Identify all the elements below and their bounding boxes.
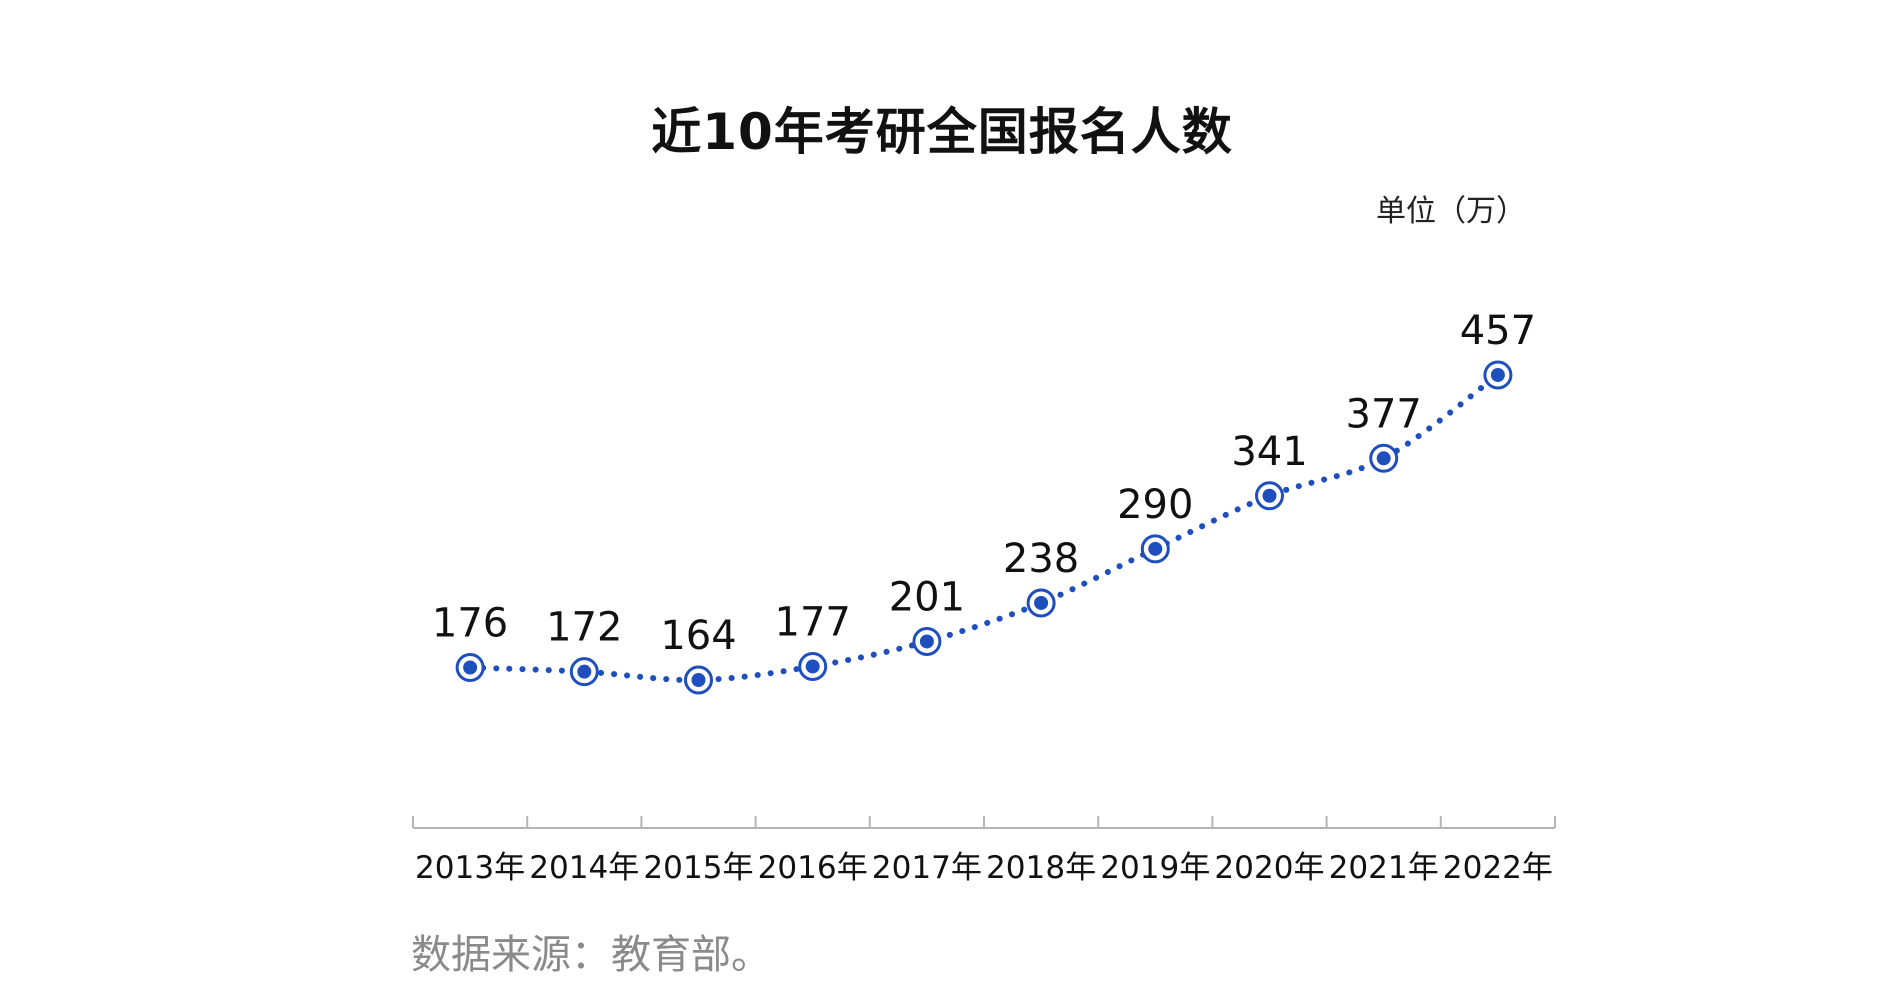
series-line	[467, 372, 1501, 684]
data-point	[1376, 451, 1391, 466]
data-point	[1148, 541, 1163, 556]
x-tick-label: 2022年	[1443, 850, 1553, 886]
data-label: 176	[432, 601, 508, 647]
unit-label: 单位（万）	[1376, 194, 1526, 229]
data-point	[1490, 368, 1505, 382]
data-label: 341	[1231, 429, 1307, 475]
data-label: 238	[1003, 536, 1079, 582]
data-label: 290	[1117, 482, 1193, 528]
x-tick-label: 2018年	[986, 850, 1096, 886]
x-tick-label: 2013年	[415, 850, 525, 886]
source-note: 数据来源：教育部。	[411, 932, 771, 978]
data-label: 172	[546, 605, 622, 651]
x-tick-label: 2019年	[1100, 850, 1210, 886]
x-tick-label: 2017年	[872, 850, 982, 886]
data-label: 457	[1460, 308, 1536, 354]
data-label: 164	[660, 613, 736, 659]
chart-title: 近10年考研全国报名人数	[651, 103, 1233, 161]
data-point	[577, 664, 592, 679]
data-point	[1262, 488, 1277, 503]
data-point	[691, 673, 706, 687]
data-label: 201	[889, 574, 965, 620]
data-point	[463, 660, 478, 675]
data-label: 377	[1346, 391, 1422, 437]
x-tick-label: 2015年	[643, 850, 753, 886]
x-tick-label: 2020年	[1214, 850, 1324, 886]
x-tick-label: 2016年	[758, 850, 868, 886]
data-label: 177	[775, 599, 851, 645]
data-point	[1034, 595, 1049, 610]
x-tick-label: 2021年	[1329, 850, 1439, 886]
data-point	[919, 634, 934, 649]
x-tick-label: 2014年	[529, 850, 639, 886]
data-point	[805, 659, 820, 674]
